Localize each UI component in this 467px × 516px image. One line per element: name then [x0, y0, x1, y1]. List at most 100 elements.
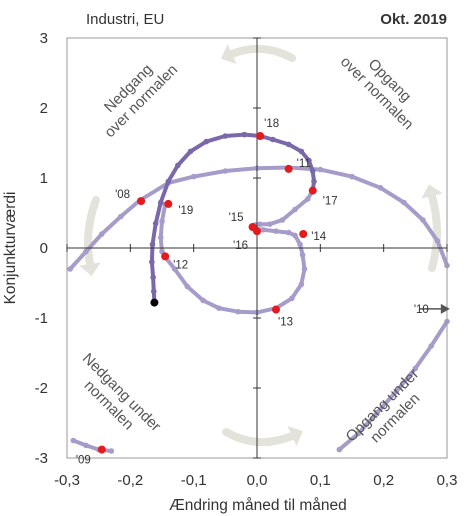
quadrant-label-bottom-right: Opgang under normalen — [343, 366, 424, 447]
year-marker-14 — [299, 230, 308, 238]
cycle-point-4-16 — [299, 252, 306, 258]
cycle-point-3-4 — [401, 199, 407, 206]
cycle-point-5-20 — [150, 288, 157, 295]
year-marker-13 — [272, 305, 280, 314]
arrow-right-head — [421, 184, 443, 199]
cycle-point-4-18 — [292, 232, 298, 239]
cycle-point-2-4 — [393, 388, 400, 395]
cycle-point-3-16 — [83, 248, 89, 255]
cycle-point-4-21 — [260, 227, 267, 233]
cycle-point-4-8 — [200, 297, 206, 304]
quadrant-label-top-right: Opgang over normalen — [337, 53, 417, 133]
arrow-top-shaft — [228, 44, 296, 62]
cycle-point-5-15 — [157, 199, 164, 206]
cycle-point-3-11 — [190, 173, 197, 180]
chart-subject: Industri, EU — [86, 11, 164, 28]
cycle-point-5-6 — [285, 141, 292, 148]
cycle-point-2-6 — [428, 343, 434, 349]
cycle-point-5-4 — [306, 157, 312, 164]
arrow-top-head — [221, 43, 237, 65]
cycle-point-4-15 — [301, 266, 308, 272]
year-label-18: '18 — [264, 118, 279, 130]
y-tick-label-4: -1 — [35, 310, 48, 327]
quadrant-label-top-left: Nedgang over normalen — [101, 61, 181, 141]
year-label-13: '13 — [278, 317, 293, 329]
cycle-point-4-13 — [289, 295, 295, 302]
year-label-17: '17 — [323, 196, 338, 208]
x-tick-label-1: -0,2 — [117, 472, 143, 489]
x-tick-label-0: -0,3 — [54, 472, 80, 489]
cycle-point-3-5 — [377, 185, 384, 191]
cycle-arrows — [79, 43, 443, 447]
cycle-point-5-10 — [222, 133, 229, 139]
x-tick-label-3: 0,0 — [247, 472, 268, 489]
cycle-point-2-3 — [374, 409, 381, 416]
cycle-point-2-1 — [336, 446, 343, 453]
cycle-point-1-1 — [70, 437, 77, 444]
y-tick-label-2: 1 — [40, 170, 48, 187]
cycle-point-5-18 — [149, 259, 155, 265]
cycle-point-3-2 — [434, 238, 441, 244]
year-label-15: '15 — [229, 212, 244, 224]
year-marker-09 — [97, 445, 106, 454]
x-tick-label-2: -0,1 — [181, 472, 207, 489]
year-label-12: '12 — [173, 259, 188, 271]
cycle-point-3-14 — [118, 213, 124, 220]
year-marker-08 — [137, 197, 146, 206]
cycle-point-3-3 — [420, 217, 426, 223]
year-label-14: '14 — [311, 231, 327, 243]
arrow-bottom-shaft — [222, 428, 296, 447]
cycle-point-4-14 — [298, 281, 305, 288]
year-marker-19 — [164, 199, 173, 208]
cycle-point-5-13 — [175, 162, 181, 169]
y-tick-label-5: -2 — [35, 380, 48, 397]
x-tick-label-6: 0,3 — [437, 472, 458, 489]
chart-date: Okt. 2019 — [380, 11, 447, 28]
y-tick-label-0: 3 — [40, 30, 48, 47]
year-marker-18 — [256, 132, 265, 140]
cycle-point-3-6 — [349, 173, 355, 180]
year-marker-17 — [308, 186, 317, 195]
cycle-point-2-2 — [355, 430, 362, 437]
cycle-point-5-7 — [270, 136, 276, 143]
year-label-10: '10 — [414, 304, 429, 316]
year-label-16: '16 — [233, 240, 248, 252]
cycle-point-1-4 — [108, 448, 115, 454]
cycle-point-5-5 — [298, 148, 305, 155]
cycle-point-5-9 — [241, 131, 248, 138]
cycle-point-4-2 — [159, 218, 165, 225]
cycle-point-4-3 — [157, 234, 164, 241]
cycle-point-4-9 — [216, 305, 222, 312]
cycle-point-5-12 — [187, 148, 194, 155]
x-tick-label-4: 0,1 — [310, 472, 331, 489]
cycle-point-5-19 — [150, 274, 156, 281]
cycle-point-3-17 — [67, 266, 73, 272]
arrow-left-head — [79, 262, 101, 276]
y-tick-label-6: -3 — [35, 450, 48, 467]
cycle-point-4-20 — [273, 228, 279, 234]
cycle-point-4-6 — [171, 266, 178, 272]
cycle-point-4-19 — [285, 229, 292, 236]
x-tick-label-5: 0,2 — [373, 472, 394, 489]
cycle-point-4-26 — [266, 221, 273, 227]
cycle-point-2-5 — [412, 365, 419, 372]
cycle-point-4-25 — [257, 221, 263, 227]
cycle-point-4-10 — [235, 308, 241, 315]
arrow-right-shaft — [428, 192, 441, 272]
cycle-point-5-3 — [309, 168, 316, 174]
y-axis-title: Konjunkturværdi — [2, 192, 19, 305]
cycle-point-3-15 — [99, 231, 105, 237]
cycle-point-4-27 — [279, 217, 286, 223]
y-tick-label-3: 0 — [40, 240, 48, 257]
y-tick-label-1: 2 — [40, 100, 48, 117]
arrow-bottom-head — [287, 425, 303, 447]
cycle-point-5-16 — [152, 220, 159, 227]
cycle-point-3-10 — [222, 168, 229, 174]
axes: -0,3 -0,2 -0,1 0,0 0,1 0,2 0,3 3 2 1 0 -1 -2 -3 — [35, 30, 458, 489]
cycle-point-5-2 — [311, 178, 317, 185]
cycle-point-4-28 — [292, 206, 298, 213]
year-label-11: '11 — [297, 158, 311, 170]
cycle-point-4-7 — [184, 283, 191, 290]
cycle-segment-3 — [68, 165, 449, 271]
